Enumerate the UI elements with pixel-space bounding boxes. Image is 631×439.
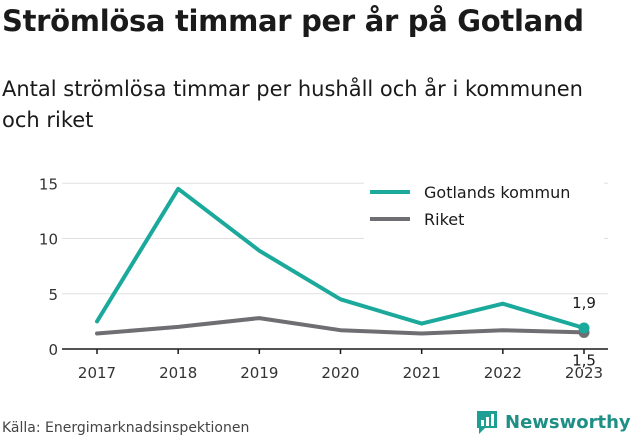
legend-label: Riket [424, 210, 464, 229]
end-value-label: 1,5 [572, 351, 596, 369]
x-axis: 2017 2018 2019 2020 2021 2022 2023 [62, 348, 608, 382]
y-tick-label: 15 [39, 175, 58, 193]
brand-logo: Newsworthy [475, 409, 631, 435]
source-note: Källa: Energimarknadsinspektionen [2, 420, 250, 436]
x-tick-label: 2021 [403, 364, 441, 382]
newsworthy-logo-icon [477, 411, 497, 434]
x-tick-label: 2017 [78, 364, 116, 382]
x-tick-label: 2023 [565, 364, 603, 382]
x-tick-label: 2020 [321, 364, 359, 382]
y-tick-label: 0 [48, 341, 58, 359]
chart-title: Strömlösa timmar per år på Gotland [2, 4, 584, 38]
end-value-label: 1,9 [572, 294, 596, 312]
legend-background [364, 179, 604, 239]
series-end-point [578, 322, 590, 334]
end-labels: 1,9 1,5 [571, 293, 598, 371]
series-lines [95, 186, 590, 338]
chart-subtitle: Antal strömlösa timmar per hushåll och å… [2, 77, 583, 132]
brand-name: Newsworthy [505, 411, 631, 433]
line-chart: 0 5 10 15 2017 2018 2019 2020 2021 2022 2023 Gotl… [39, 175, 608, 382]
series-line [95, 316, 586, 336]
y-axis-ticks: 0 5 10 15 [39, 175, 58, 359]
x-tick-label: 2022 [484, 364, 522, 382]
y-tick-label: 10 [39, 231, 58, 249]
legend: Gotlands kommun Riket [364, 179, 604, 239]
x-tick-label: 2019 [240, 364, 278, 382]
legend-label: Gotlands kommun [424, 183, 570, 202]
series-line [95, 186, 586, 330]
x-tick-label: 2018 [159, 364, 197, 382]
y-tick-label: 5 [48, 286, 58, 304]
